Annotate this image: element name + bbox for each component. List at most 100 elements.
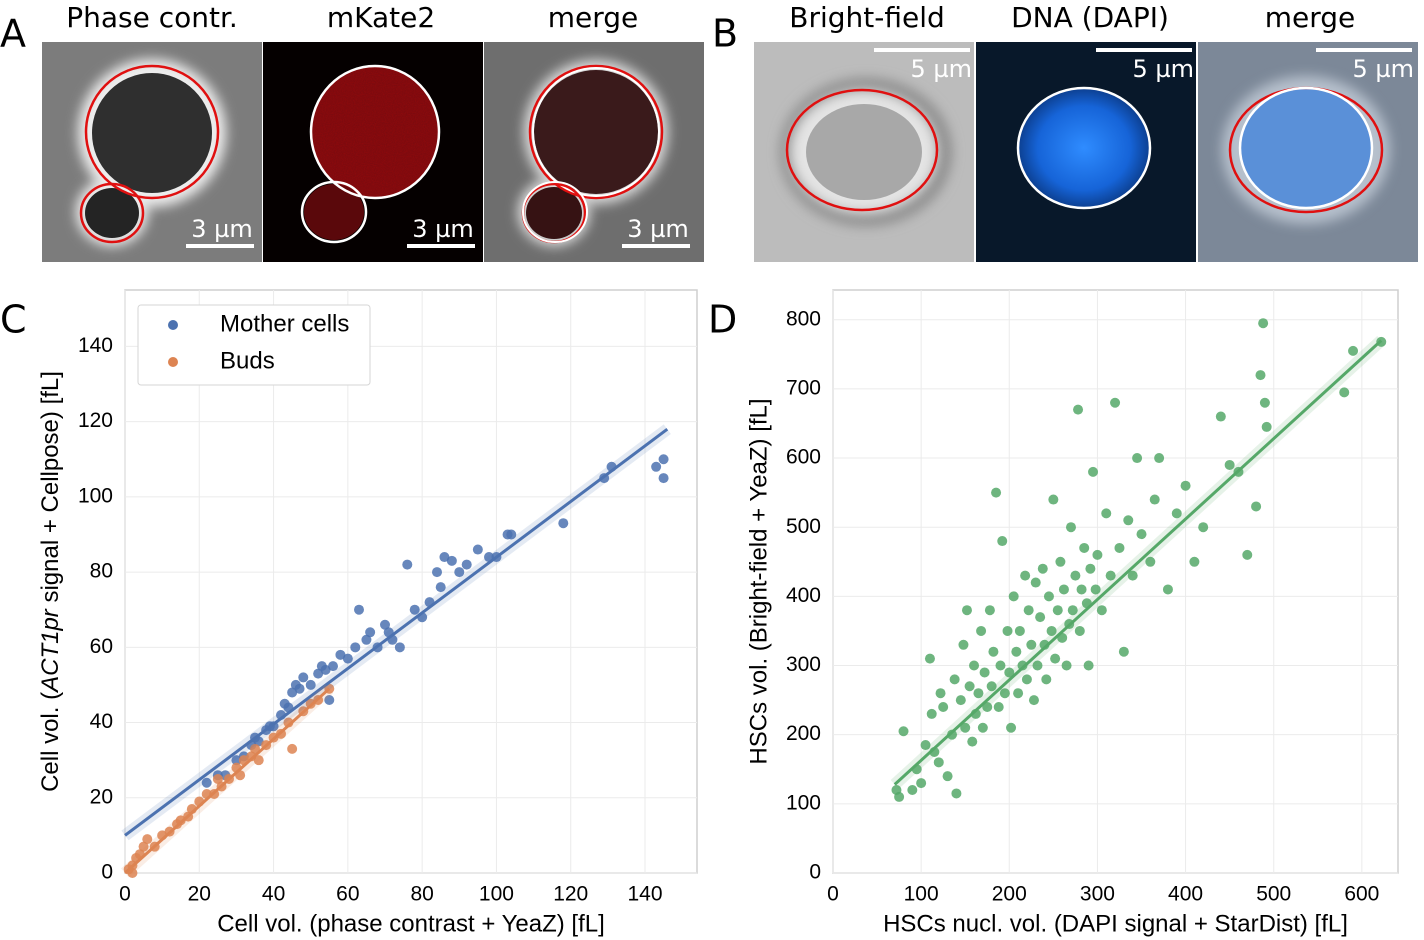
point: [1110, 397, 1121, 408]
fit-line: [893, 339, 1383, 786]
point: [1085, 563, 1096, 574]
x-tick-label: 200: [992, 883, 1027, 906]
scale-bar-label: 3 µm: [191, 215, 253, 243]
x-tick-label: 20: [188, 883, 211, 906]
point: [1092, 549, 1103, 560]
point: [402, 559, 413, 570]
image-title: DNA (DAPI): [1011, 1, 1169, 34]
y-tick-label: 100: [78, 484, 113, 507]
x-tick-label: 100: [904, 883, 939, 906]
y-tick-label: 20: [90, 785, 113, 808]
point: [328, 661, 338, 672]
point: [1006, 722, 1017, 733]
point: [991, 487, 1002, 498]
point: [435, 582, 446, 593]
point: [1028, 695, 1039, 706]
point: [961, 605, 972, 616]
y-tick-label: 600: [786, 446, 821, 469]
x-tick-label: 0: [119, 883, 131, 906]
point: [894, 791, 905, 802]
image-title: Bright-field: [789, 1, 945, 34]
point: [1073, 404, 1084, 415]
y-axis-label-part: signal + Cellpose) [fL]: [37, 371, 64, 609]
point: [1198, 522, 1209, 533]
point: [1259, 397, 1270, 408]
point: [324, 694, 335, 705]
point: [287, 743, 298, 754]
point: [454, 567, 465, 578]
point: [1014, 625, 1025, 636]
x-tick-label: 120: [553, 883, 588, 906]
scale-bars: [186, 48, 1412, 248]
point: [1017, 660, 1028, 671]
point: [920, 740, 931, 751]
point: [446, 555, 457, 566]
point: [949, 674, 960, 685]
point: [1255, 370, 1266, 381]
point: [926, 708, 937, 719]
point: [335, 649, 346, 660]
scale-bar-label: 5 µm: [1132, 55, 1194, 83]
x-tick-label: 600: [1344, 883, 1379, 906]
point: [1037, 563, 1048, 574]
point: [938, 702, 949, 713]
x-axis-label: Cell vol. (phase contrast + YeaZ) [fL]: [217, 910, 605, 937]
merge-image-a: [484, 42, 704, 262]
point: [1096, 605, 1107, 616]
point: [305, 679, 316, 690]
x-axis-label: HSCs nucl. vol. (DAPI signal + StarDist)…: [883, 910, 1348, 937]
point: [246, 751, 257, 762]
point: [1189, 556, 1200, 567]
point: [175, 815, 186, 826]
image-title: merge: [1265, 1, 1356, 34]
point: [1011, 646, 1022, 657]
y-tick-label: 300: [786, 653, 821, 676]
x-tick-label: 40: [262, 883, 285, 906]
point: [982, 702, 993, 713]
point: [298, 672, 309, 683]
brightfield-image: [754, 42, 974, 262]
point: [212, 773, 223, 784]
point: [461, 559, 472, 570]
point: [472, 544, 483, 555]
point: [253, 755, 264, 766]
point: [1048, 494, 1059, 505]
x-tick-label: 100: [479, 883, 514, 906]
point: [1149, 494, 1160, 505]
x-tick-label: 60: [336, 883, 359, 906]
legend-marker: [168, 320, 178, 330]
point: [1145, 556, 1156, 567]
point: [1136, 529, 1147, 540]
point: [958, 639, 969, 650]
point: [1215, 411, 1226, 422]
y-axis-label-part: ACT1pr: [37, 608, 64, 694]
x-tick-label: 400: [1168, 883, 1203, 906]
point: [1083, 660, 1094, 671]
point: [342, 653, 353, 664]
point: [1251, 501, 1262, 512]
point: [977, 722, 988, 733]
point: [1114, 542, 1125, 553]
point: [1008, 591, 1019, 602]
point: [1041, 674, 1052, 685]
fit-line: [124, 427, 669, 837]
point: [1002, 625, 1013, 636]
point: [986, 681, 997, 692]
point: [1079, 542, 1090, 553]
point: [993, 702, 1004, 713]
point: [1021, 674, 1032, 685]
point: [988, 646, 999, 657]
point: [976, 625, 987, 636]
point: [916, 778, 927, 789]
point: [354, 604, 364, 615]
point: [506, 529, 517, 540]
point: [973, 688, 984, 699]
point: [1162, 584, 1173, 595]
point: [1088, 466, 1099, 477]
y-tick-label: 100: [786, 791, 821, 814]
fit-line: [123, 687, 331, 875]
point: [1026, 639, 1037, 650]
image-title: merge: [548, 1, 639, 34]
scale-bar-label: 5 µm: [1352, 55, 1414, 83]
legend-marker: [168, 357, 178, 367]
